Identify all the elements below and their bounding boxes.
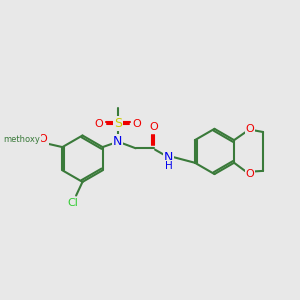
Text: N: N xyxy=(164,151,173,164)
Text: N: N xyxy=(113,135,122,148)
Text: O: O xyxy=(246,169,254,179)
Text: O: O xyxy=(149,122,158,132)
Text: H: H xyxy=(165,161,172,171)
Text: O: O xyxy=(132,119,141,129)
Text: O: O xyxy=(94,119,103,129)
Text: O: O xyxy=(39,134,48,144)
Text: methoxy: methoxy xyxy=(3,135,40,144)
Text: S: S xyxy=(114,117,122,130)
Text: O: O xyxy=(246,124,254,134)
Text: Cl: Cl xyxy=(68,198,78,208)
